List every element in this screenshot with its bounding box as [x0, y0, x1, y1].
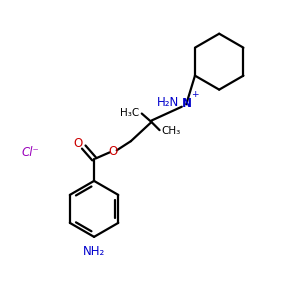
Text: Cl⁻: Cl⁻	[22, 146, 40, 159]
Text: O: O	[109, 145, 118, 158]
Text: NH₂: NH₂	[83, 245, 105, 258]
Text: N: N	[182, 97, 192, 110]
Text: CH₃: CH₃	[161, 126, 180, 136]
Text: O: O	[74, 137, 83, 150]
Text: H₂N: H₂N	[157, 96, 179, 110]
Text: H₃C: H₃C	[120, 108, 140, 118]
Text: +: +	[190, 90, 198, 99]
